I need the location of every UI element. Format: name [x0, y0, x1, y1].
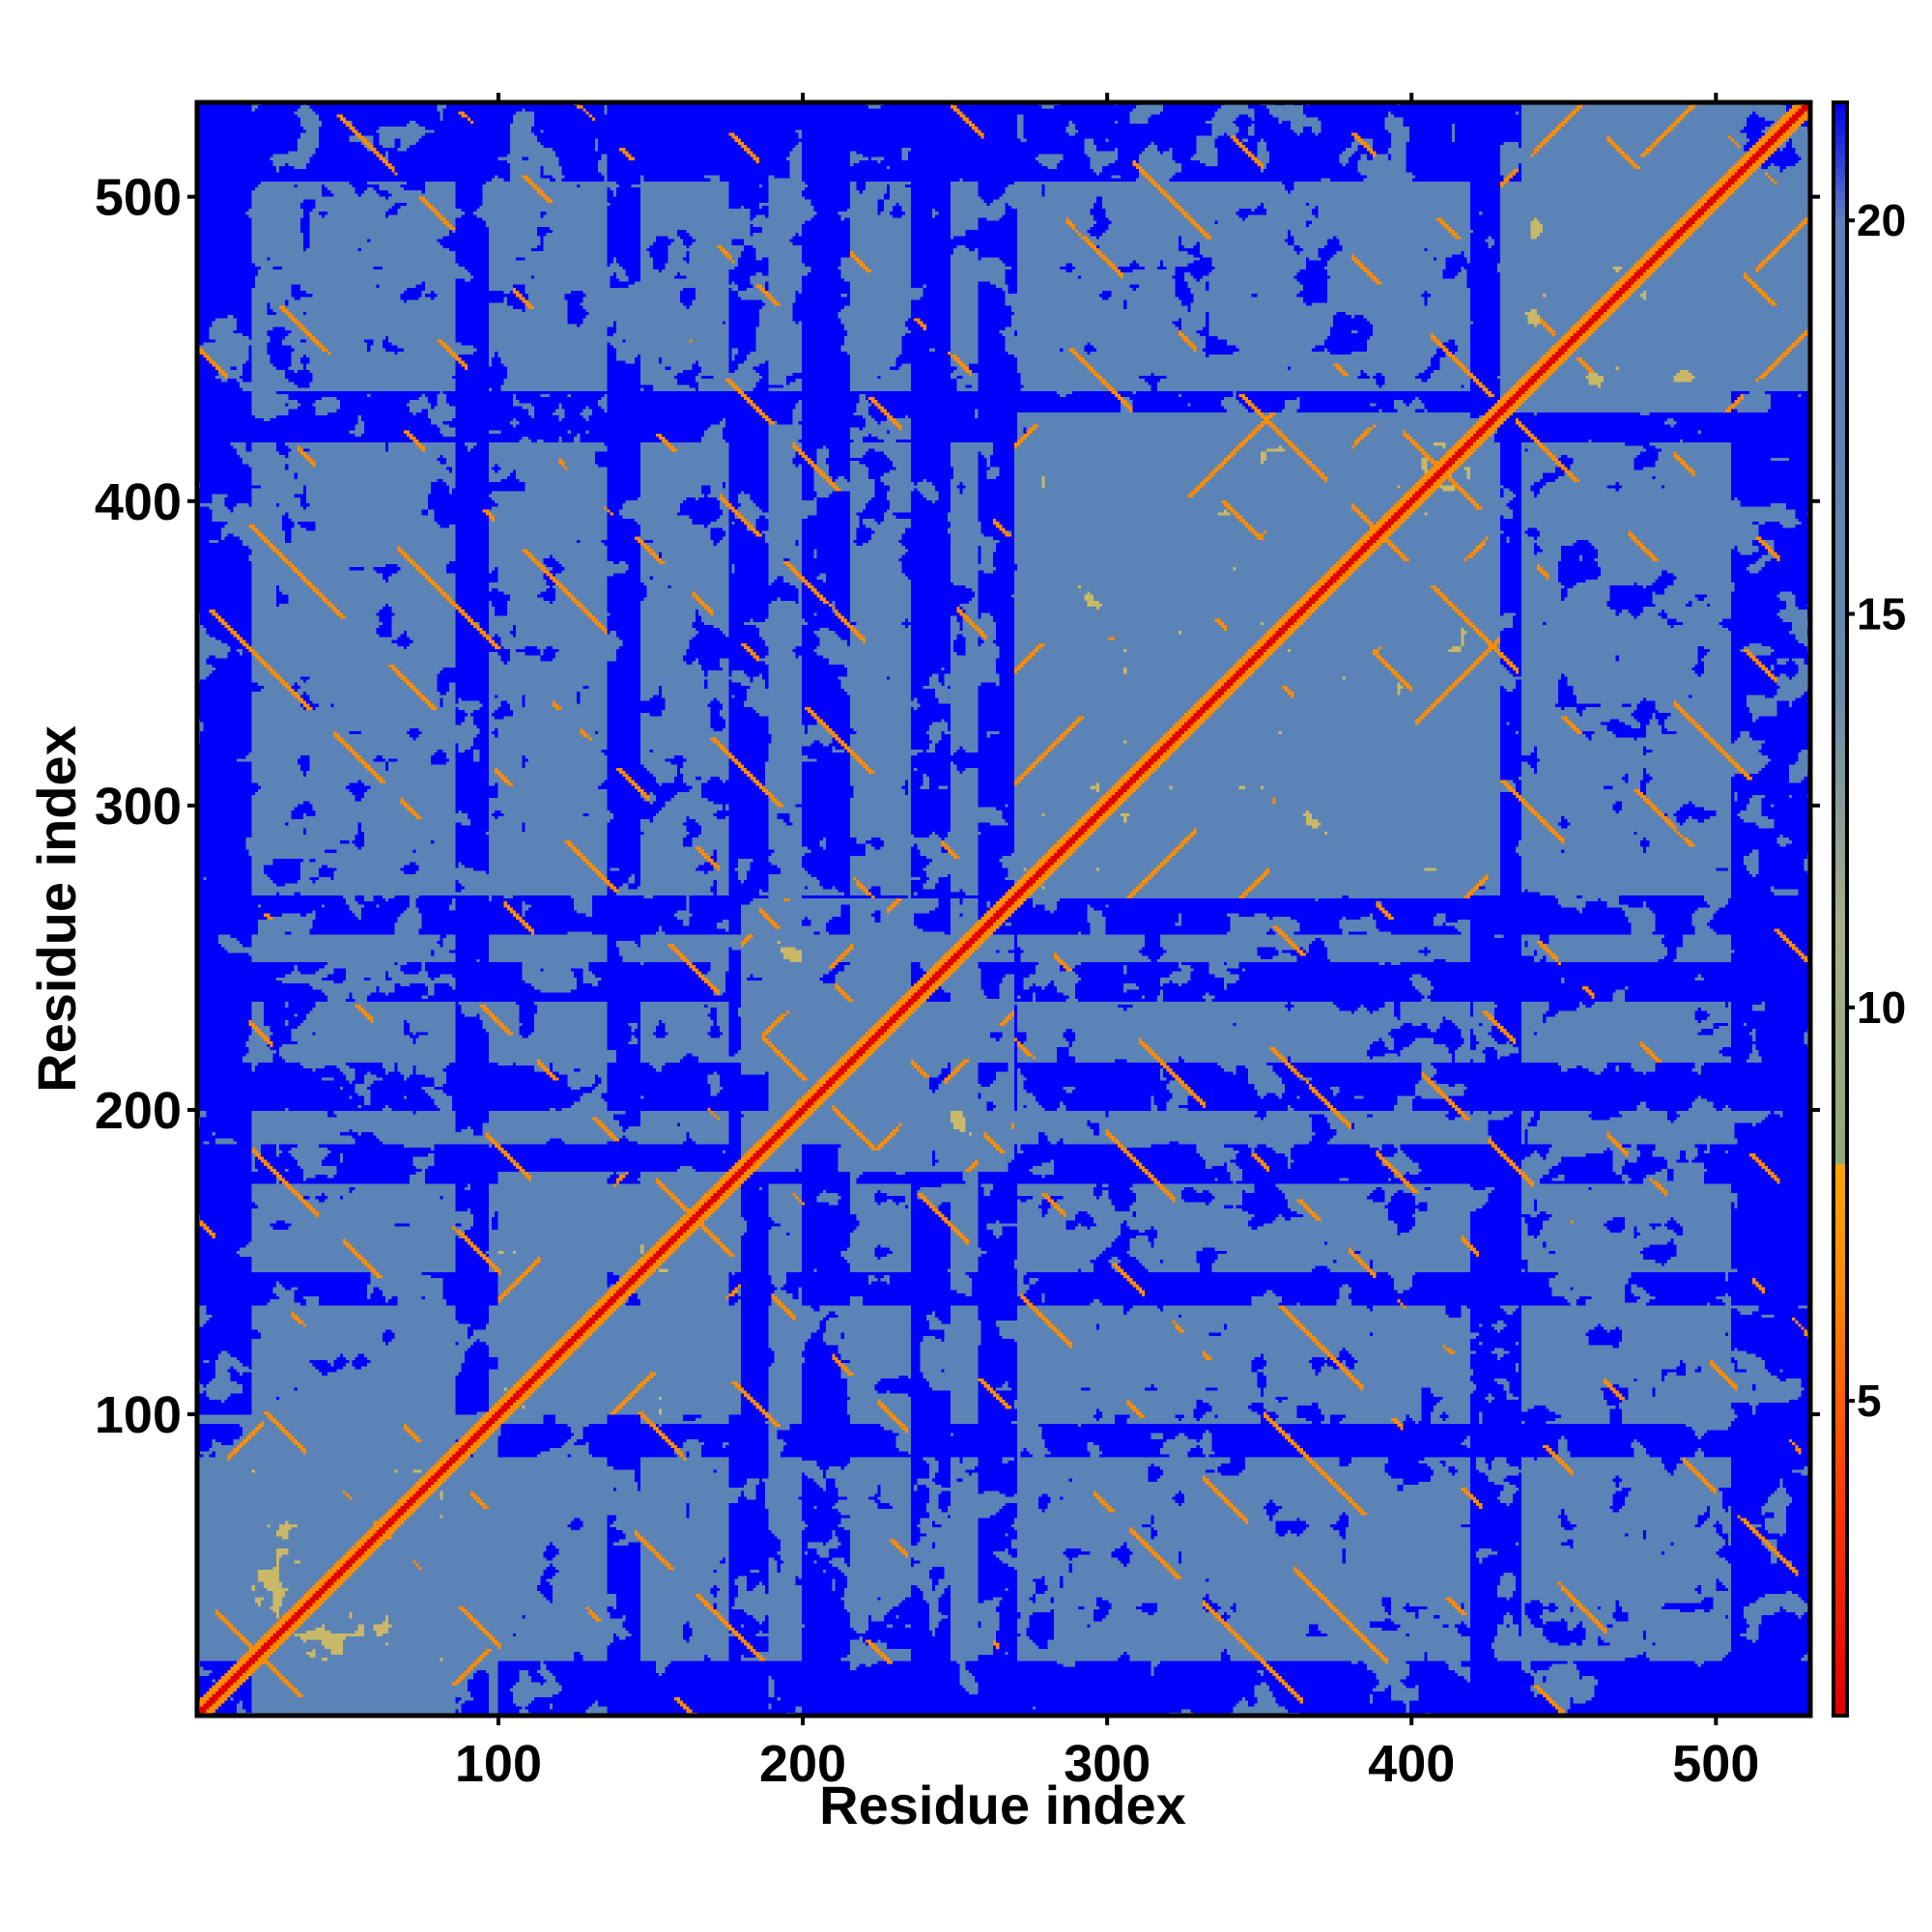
colorbar: 5 10 15 20	[1832, 100, 1906, 1718]
colorbar-tick-label: 15	[1857, 589, 1906, 639]
heatmap-plot-area	[194, 99, 1813, 1719]
y-tick-label: 300	[95, 778, 182, 836]
x-tick-label: 200	[759, 1735, 846, 1793]
x-axis: 100 200 300 400 500	[455, 93, 1759, 1793]
x-tick-label: 500	[1672, 1735, 1759, 1793]
x-tick-label: 400	[1368, 1735, 1455, 1793]
colorbar-tick-label: 10	[1857, 982, 1906, 1033]
y-tick-label: 100	[95, 1386, 182, 1444]
y-axis: 100 200 300 400 500	[95, 169, 1820, 1444]
x-tick-label: 300	[1064, 1735, 1151, 1793]
colorbar-gradient	[1833, 102, 1847, 1716]
x-tick-label: 100	[455, 1735, 542, 1793]
x-axis-title: Residue index	[819, 1775, 1186, 1835]
colorbar-ticks: 5 10 15 20	[1847, 195, 1906, 1426]
y-tick-label: 500	[95, 169, 182, 227]
colorbar-frame	[1832, 100, 1849, 1718]
y-axis-title: Residue index	[26, 725, 87, 1093]
y-tick-label: 400	[95, 473, 182, 531]
heatmap-image	[197, 102, 1810, 1716]
plot-frame	[194, 99, 1813, 1719]
y-tick-label: 200	[95, 1082, 182, 1140]
colorbar-tick-label: 5	[1857, 1376, 1882, 1426]
colorbar-tick-label: 20	[1857, 195, 1906, 245]
